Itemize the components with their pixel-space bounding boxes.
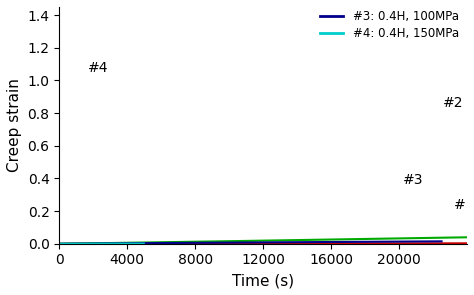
- X-axis label: Time (s): Time (s): [232, 273, 294, 288]
- Text: #2: #2: [443, 96, 464, 109]
- Legend: #3: 0.4H, 100MPa, #4: 0.4H, 150MPa: #3: 0.4H, 100MPa, #4: 0.4H, 150MPa: [317, 8, 461, 42]
- Text: #: #: [454, 198, 465, 212]
- Y-axis label: Creep strain: Creep strain: [7, 78, 22, 172]
- Text: #3: #3: [402, 173, 423, 187]
- Text: #4: #4: [88, 61, 109, 75]
